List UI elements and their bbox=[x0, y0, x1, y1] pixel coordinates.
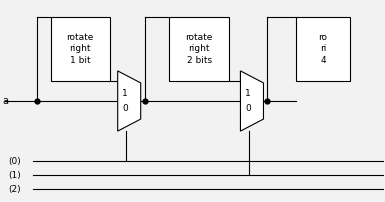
Bar bbox=[169, 17, 229, 81]
Text: rotate
right
1 bit: rotate right 1 bit bbox=[67, 33, 94, 65]
Text: ro
ri
4: ro ri 4 bbox=[318, 33, 327, 65]
Text: 0: 0 bbox=[245, 104, 251, 114]
Text: (0): (0) bbox=[8, 157, 21, 166]
Text: (1): (1) bbox=[8, 171, 21, 180]
Polygon shape bbox=[241, 71, 263, 131]
Text: a: a bbox=[3, 96, 8, 106]
Bar bbox=[50, 17, 110, 81]
Polygon shape bbox=[118, 71, 141, 131]
Text: (2): (2) bbox=[8, 185, 21, 194]
Text: 1: 1 bbox=[122, 88, 128, 98]
Bar bbox=[296, 17, 350, 81]
Text: 0: 0 bbox=[122, 104, 128, 114]
Text: 1: 1 bbox=[245, 88, 251, 98]
Text: rotate
right
2 bits: rotate right 2 bits bbox=[186, 33, 213, 65]
